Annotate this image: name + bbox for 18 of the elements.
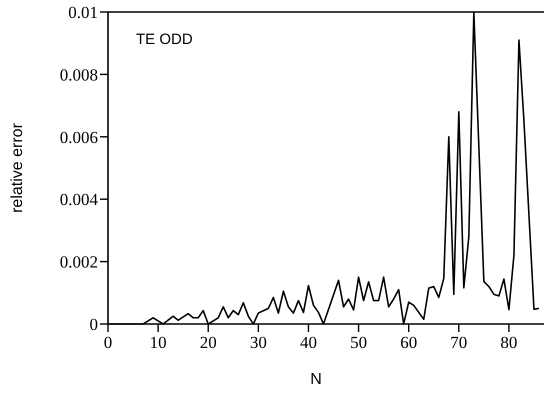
y-tick-label: 0: [90, 314, 98, 334]
y-tick-label: 0.008: [60, 65, 98, 84]
x-tick-label: 20: [200, 333, 217, 352]
x-tick-label: 0: [104, 333, 112, 352]
x-tick-label: 30: [250, 333, 267, 352]
x-tick-label: 60: [400, 333, 418, 352]
y-axis-title: relative error: [9, 122, 26, 213]
y-tick-label: 0.002: [60, 252, 98, 272]
x-tick-label: 50: [350, 333, 368, 352]
x-axis-title: N: [310, 371, 322, 388]
annotation: TE ODD: [136, 31, 193, 48]
y-tick-label: 0.01: [68, 2, 98, 22]
y-tick-label: 0.004: [60, 190, 98, 210]
y-tick-label: 0.006: [60, 128, 98, 147]
x-tick-label: 80: [500, 333, 518, 352]
x-tick-label: 70: [450, 333, 468, 352]
x-tick-label: 40: [300, 333, 317, 352]
x-tick-label: 10: [150, 333, 167, 352]
